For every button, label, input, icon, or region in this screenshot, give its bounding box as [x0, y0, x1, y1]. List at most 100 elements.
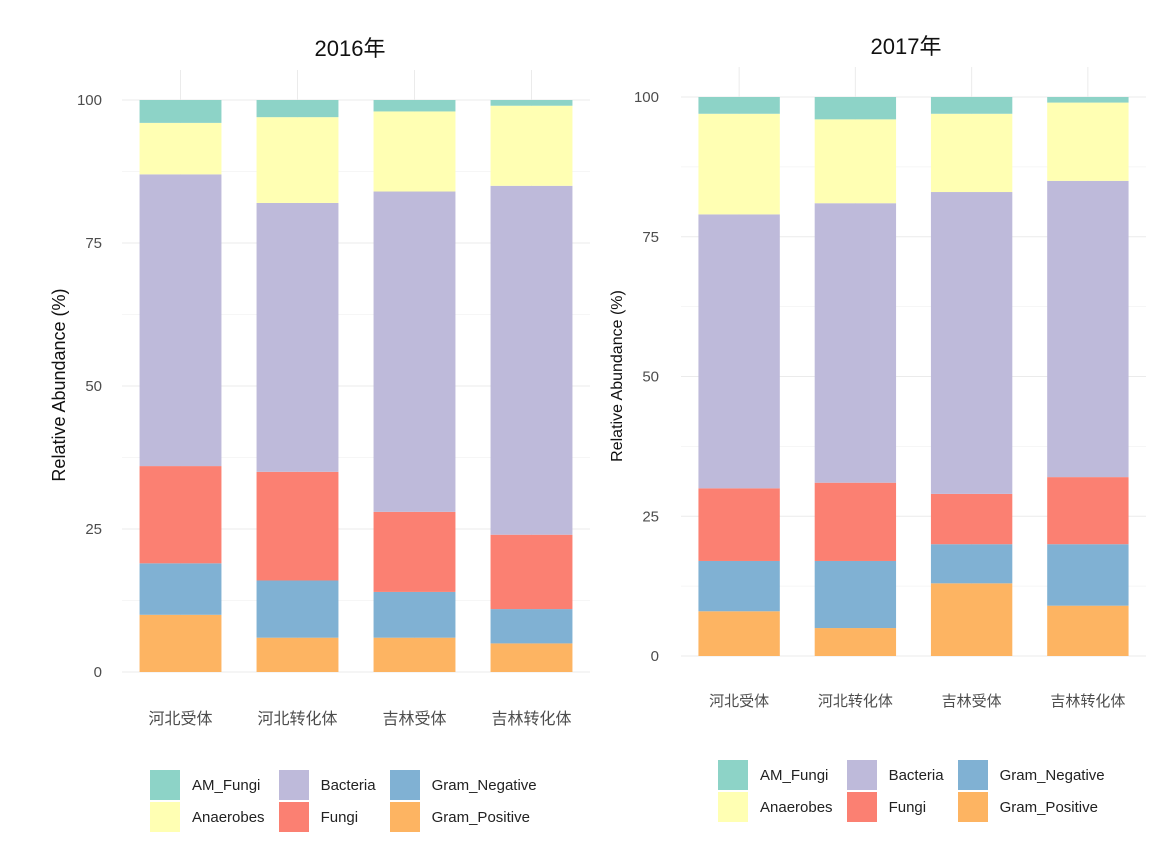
- legend-label: Anaerobes: [760, 798, 833, 816]
- legend-label: AM_Fungi: [760, 766, 829, 784]
- bar-segment: [930, 113, 1013, 193]
- chart-2016: 2016年 Relative Abundance (%) 0 25 50 75 100 河…: [49, 36, 590, 728]
- legend-label: Bacteria: [888, 766, 944, 784]
- bar-segment: [256, 100, 339, 118]
- bar-segment: [1047, 102, 1129, 181]
- bar-segment: [698, 113, 780, 215]
- plot-area: 0 25 50 75 100 河北受体 河北转化体 吉林受体 吉林转化体: [634, 67, 1146, 710]
- chart-title: 2016年: [315, 36, 386, 61]
- bar-segment: [373, 591, 456, 638]
- chart-2017: 2017年 Relative Abundance (%) 0 25 50 75 100 河…: [609, 34, 1146, 710]
- bar-segment: [373, 111, 456, 192]
- y-axis-label: Relative Abundance (%): [609, 290, 626, 462]
- legend-swatch: [957, 792, 988, 822]
- bar-segment: [256, 471, 339, 581]
- legend-swatch: [150, 770, 180, 800]
- bar-segment: [814, 97, 897, 120]
- legend-item: Anaerobes: [718, 792, 833, 822]
- bar-segment: [139, 563, 222, 615]
- bar-segment: [1047, 97, 1129, 103]
- bar-segment: [698, 560, 780, 612]
- bar-segment: [373, 637, 456, 672]
- legend-label: Fungi: [888, 798, 927, 816]
- bar-segment: [139, 466, 222, 564]
- bar-segment: [930, 583, 1013, 656]
- legend-item: AM_Fungi: [150, 770, 265, 800]
- legend-item: Bacteria: [846, 760, 944, 790]
- bar-segment: [139, 614, 222, 672]
- y-tick-label: 50: [642, 369, 659, 386]
- x-tick-label: 吉林转化体: [1050, 693, 1125, 710]
- bar-segment: [1047, 180, 1129, 478]
- bar-segment: [490, 185, 573, 535]
- x-tick-label: 河北转化体: [257, 710, 337, 728]
- y-tick-label: 100: [77, 92, 102, 109]
- legend-2016: AM_Fungi Bacteria Gram_Negative Anaerobes Fu…: [150, 770, 537, 832]
- bar-segment: [930, 97, 1013, 114]
- legend-label: Gram_Positive: [999, 798, 1098, 816]
- y-tick-label: 100: [634, 89, 659, 106]
- bar-segment: [373, 191, 456, 512]
- y-axis-label: Relative Abundance (%): [49, 288, 69, 481]
- y-tick-label: 25: [642, 508, 659, 525]
- legend-swatch: [846, 760, 877, 790]
- plot-area: 0 25 50 75 100 河北受体 河北转化体 吉林受体 吉林转化体: [77, 70, 590, 728]
- bar-segment: [814, 628, 897, 656]
- bar-segment: [1047, 605, 1129, 656]
- legend-item: Gram_Negative: [957, 760, 1105, 790]
- legend-swatch: [957, 760, 988, 790]
- bar-segment: [490, 100, 573, 106]
- x-tick-label: 河北转化体: [818, 693, 893, 710]
- bar-segment: [256, 637, 339, 672]
- bar-segment: [139, 174, 222, 467]
- legend-item: Anaerobes: [150, 802, 265, 832]
- bar-segment: [373, 511, 456, 592]
- x-tick-label: 吉林转化体: [491, 710, 571, 728]
- legend-label: Gram_Positive: [431, 808, 530, 826]
- bar-segment: [698, 214, 780, 489]
- legend-label: Gram_Negative: [431, 776, 537, 794]
- y-tick-label: 75: [642, 229, 659, 246]
- bar-segment: [256, 117, 339, 203]
- legend-item: Bacteria: [278, 770, 376, 800]
- legend-swatch: [278, 802, 309, 832]
- legend-2017: AM_Fungi Bacteria Gram_Negative Anaerobes Fu…: [718, 760, 1105, 822]
- legend-item: Fungi: [278, 802, 376, 832]
- legend-label: AM_Fungi: [192, 776, 261, 794]
- bar-segment: [1047, 477, 1129, 545]
- bar-segment: [490, 643, 573, 672]
- y-tick-label: 0: [94, 664, 102, 681]
- bar-segment: [930, 544, 1013, 584]
- x-tick-label: 吉林受体: [942, 693, 1002, 710]
- bar-segment: [256, 580, 339, 638]
- bar-segment: [698, 611, 780, 656]
- legend-item: AM_Fungi: [718, 760, 833, 790]
- legend-swatch: [846, 792, 877, 822]
- y-tick-label: 75: [85, 235, 102, 252]
- legend-label: Fungi: [320, 808, 359, 826]
- legend-item: Gram_Positive: [957, 792, 1105, 822]
- legend-label: Bacteria: [320, 776, 376, 794]
- bar-segment: [256, 202, 339, 472]
- bar-segment: [930, 493, 1013, 545]
- y-tick-label: 25: [85, 521, 102, 538]
- legend-swatch: [718, 760, 748, 790]
- bar-segment: [490, 609, 573, 644]
- chart-title: 2017年: [871, 34, 942, 59]
- bar-segment: [1047, 544, 1129, 606]
- legend-swatch: [718, 792, 748, 822]
- bar-segment: [698, 97, 780, 114]
- y-tick-label: 0: [651, 648, 659, 665]
- bar-segment: [814, 482, 897, 561]
- legend-swatch: [150, 802, 180, 832]
- bar-segment: [490, 534, 573, 610]
- x-tick-label: 吉林受体: [382, 710, 446, 728]
- legend-item: Gram_Positive: [389, 802, 537, 832]
- x-tick-label: 河北受体: [709, 693, 769, 710]
- bar-segment: [814, 119, 897, 204]
- bar-segment: [814, 560, 897, 629]
- legend-item: Gram_Negative: [389, 770, 537, 800]
- bar-segment: [930, 192, 1013, 494]
- x-tick-label: 河北受体: [148, 710, 212, 728]
